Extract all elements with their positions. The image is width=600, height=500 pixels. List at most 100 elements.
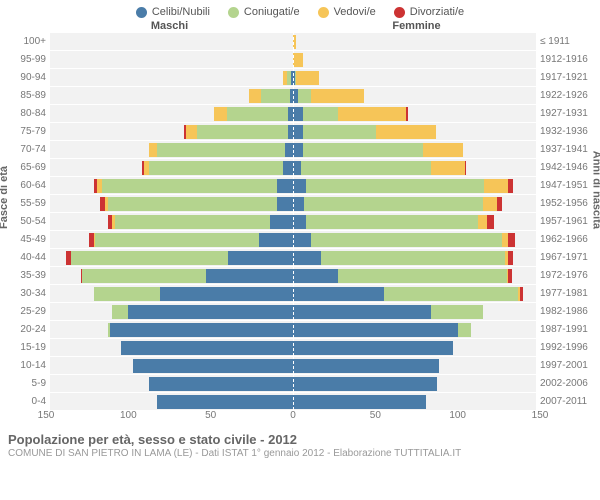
chart-title: Popolazione per età, sesso e stato civil…: [0, 426, 600, 447]
segment-ved: [149, 143, 157, 157]
segment-cel: [293, 269, 338, 283]
segment-con: [306, 215, 478, 229]
x-tick: 0: [290, 410, 296, 421]
male-bar: [50, 122, 293, 140]
x-tick: 150: [38, 410, 55, 421]
segment-div: [465, 161, 467, 175]
male-bar: [50, 68, 293, 86]
age-row: 95-991912-1916: [0, 50, 600, 68]
segment-div: [508, 251, 513, 265]
segment-ved: [423, 143, 463, 157]
female-bar: [293, 50, 536, 68]
segment-ved: [186, 125, 197, 139]
female-bar: [293, 158, 536, 176]
segment-cel: [293, 287, 384, 301]
bar-area: [50, 86, 536, 104]
legend-item: Divorziati/e: [394, 6, 464, 18]
segment-con: [338, 269, 506, 283]
bar-area: [50, 68, 536, 86]
male-bar: [50, 50, 293, 68]
center-line: [293, 248, 294, 266]
age-label: 90-94: [0, 68, 50, 86]
y-axis-title-left: Fasce di età: [0, 166, 10, 229]
segment-con: [82, 269, 205, 283]
segment-con: [71, 251, 228, 265]
x-tick: 150: [532, 410, 549, 421]
segment-cel: [206, 269, 293, 283]
segment-con: [298, 89, 311, 103]
bar-area: [50, 302, 536, 320]
segment-con: [227, 107, 289, 121]
age-label: 70-74: [0, 140, 50, 158]
segment-cel: [285, 143, 293, 157]
age-row: 90-94 1917-1921: [0, 68, 600, 86]
birth-label: 1972-1976: [536, 266, 600, 284]
age-label: 40-44: [0, 248, 50, 266]
segment-cel: [277, 197, 293, 211]
center-line: [293, 140, 294, 158]
segment-div: [508, 269, 511, 283]
male-bar: [50, 248, 293, 266]
bar-area: [50, 50, 536, 68]
segment-con: [261, 89, 290, 103]
age-label: 95-99: [0, 50, 50, 68]
male-bar: [50, 104, 293, 122]
center-line: [293, 284, 294, 302]
segment-ved: [311, 89, 364, 103]
birth-label: 1932-1936: [536, 122, 600, 140]
bar-area: [50, 194, 536, 212]
age-row: 65-691942-1946: [0, 158, 600, 176]
segment-con: [431, 305, 483, 319]
age-label: 30-34: [0, 284, 50, 302]
age-label: 85-89: [0, 86, 50, 104]
segment-con: [157, 143, 285, 157]
segment-cel: [293, 197, 304, 211]
age-label: 25-29: [0, 302, 50, 320]
center-line: [293, 104, 294, 122]
segment-cel: [128, 305, 293, 319]
legend-swatch: [228, 7, 239, 18]
female-bar: [293, 320, 536, 338]
age-label: 10-14: [0, 356, 50, 374]
segment-ved: [478, 215, 488, 229]
x-tick: 50: [205, 410, 216, 421]
segment-con: [303, 107, 339, 121]
segment-con: [197, 125, 288, 139]
female-bar: [293, 32, 536, 50]
age-row: 60-641947-1951: [0, 176, 600, 194]
birth-label: 1917-1921: [536, 68, 600, 86]
x-tick: 100: [449, 410, 466, 421]
bar-area: [50, 266, 536, 284]
center-line: [293, 338, 294, 356]
center-line: [293, 374, 294, 392]
female-bar: [293, 194, 536, 212]
bar-area: [50, 392, 536, 410]
birth-label: 1987-1991: [536, 320, 600, 338]
header-female: Femmine: [293, 20, 540, 32]
male-bar: [50, 374, 293, 392]
segment-cel: [157, 395, 293, 409]
age-row: 75-791932-1936: [0, 122, 600, 140]
age-label: 15-19: [0, 338, 50, 356]
age-label: 0-4: [0, 392, 50, 410]
bar-area: [50, 248, 536, 266]
female-bar: [293, 392, 536, 410]
age-label: 20-24: [0, 320, 50, 338]
birth-label: 2002-2006: [536, 374, 600, 392]
segment-cel: [293, 233, 311, 247]
segment-ved: [376, 125, 436, 139]
center-line: [293, 320, 294, 338]
age-row: 85-89 1922-1926: [0, 86, 600, 104]
center-line: [293, 356, 294, 374]
male-bar: [50, 158, 293, 176]
center-line: [293, 32, 294, 50]
center-line: [293, 86, 294, 104]
female-bar: [293, 230, 536, 248]
legend-label: Celibi/Nubili: [152, 6, 210, 18]
birth-label: 1922-1926: [536, 86, 600, 104]
legend-item: Celibi/Nubili: [136, 6, 210, 18]
segment-con: [304, 197, 482, 211]
male-bar: [50, 302, 293, 320]
legend-item: Coniugati/e: [228, 6, 300, 18]
segment-con: [108, 197, 276, 211]
